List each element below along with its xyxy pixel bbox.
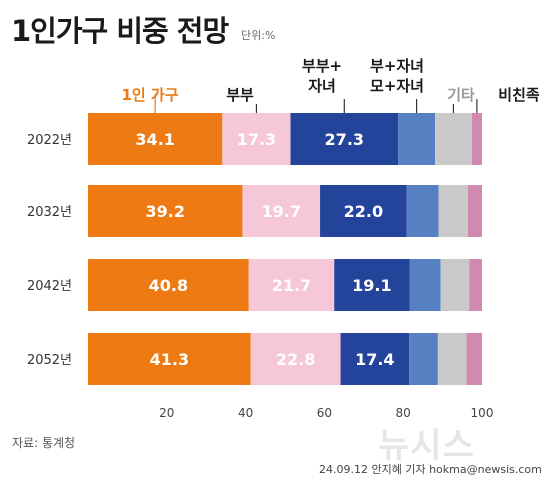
data-label: 27.3: [325, 130, 364, 149]
bar-segment: [334, 259, 410, 311]
data-label: 39.2: [145, 202, 184, 221]
credit-line: 24.09.12 안지혜 기자 hokma@newsis.com: [319, 463, 542, 476]
data-label: 19.7: [262, 202, 301, 221]
x-tick-label: 100: [471, 406, 494, 420]
bar-segment: [88, 333, 251, 385]
x-tick-label: 20: [159, 406, 174, 420]
bar-segment: [340, 333, 410, 385]
legend-label-line: 모+자녀: [370, 77, 424, 95]
legend-label-couple-children: 부부+ 자녀: [277, 56, 367, 96]
year-label: 2022년: [27, 133, 72, 148]
legend-label-line: 비친족: [498, 86, 540, 104]
bar-segment: [222, 113, 291, 165]
legend-label-line: 자녀: [308, 77, 336, 95]
chart-title: 1인가구 비중 전망: [11, 14, 229, 48]
year-label: 2042년: [27, 279, 72, 294]
unit-label: 단위:%: [241, 29, 276, 42]
legend-label-couple: 부부: [195, 85, 285, 105]
bar-segment: [398, 113, 436, 165]
data-label: 22.8: [276, 350, 315, 369]
legend-label-one-person: 1인 가구: [105, 85, 195, 105]
bar-segment: [248, 259, 335, 311]
bar-segment: [242, 185, 321, 237]
bar-segment: [440, 259, 470, 311]
legend-label-line: 부부: [226, 86, 254, 104]
bar-segment: [88, 259, 249, 311]
legend-label-line: 기타: [447, 86, 475, 104]
legend-label-line: 부+자녀: [370, 57, 424, 75]
bar-segment: [435, 113, 472, 165]
data-label: 17.3: [237, 130, 276, 149]
source-note: 자료: 통계청: [12, 436, 76, 450]
legend-label-non-family: 비친족: [474, 85, 555, 105]
bar-segment: [320, 185, 407, 237]
bar-segment: [88, 113, 223, 165]
bar-segment: [406, 185, 439, 237]
bar-segment: [290, 113, 399, 165]
data-label: 40.8: [149, 276, 188, 295]
bar-segment: [467, 185, 482, 237]
bar-segment: [409, 333, 438, 385]
watermark-logo: 뉴시스: [378, 426, 475, 466]
bar-segment: [437, 333, 467, 385]
year-label: 2032년: [27, 205, 72, 220]
data-label: 34.1: [135, 130, 174, 149]
legend-label-line: 1인 가구: [121, 86, 179, 104]
data-label: 41.3: [150, 350, 189, 369]
bar-segment: [409, 259, 441, 311]
data-label: 21.7: [272, 276, 311, 295]
bar-segment: [471, 113, 482, 165]
bar-segment: [438, 185, 468, 237]
bar-segment: [250, 333, 341, 385]
bar-segment: [88, 185, 243, 237]
year-label: 2052년: [27, 353, 72, 368]
data-label: 22.0: [344, 202, 383, 221]
x-tick-label: 60: [317, 406, 332, 420]
bar-segment: [469, 259, 482, 311]
data-label: 19.1: [352, 276, 391, 295]
x-tick-label: 80: [396, 406, 411, 420]
legend-label-other: 기타: [416, 85, 506, 105]
legend-label-line: 부부+: [301, 57, 343, 75]
x-tick-label: 40: [238, 406, 253, 420]
bar-segment: [466, 333, 482, 385]
data-label: 17.4: [355, 350, 394, 369]
